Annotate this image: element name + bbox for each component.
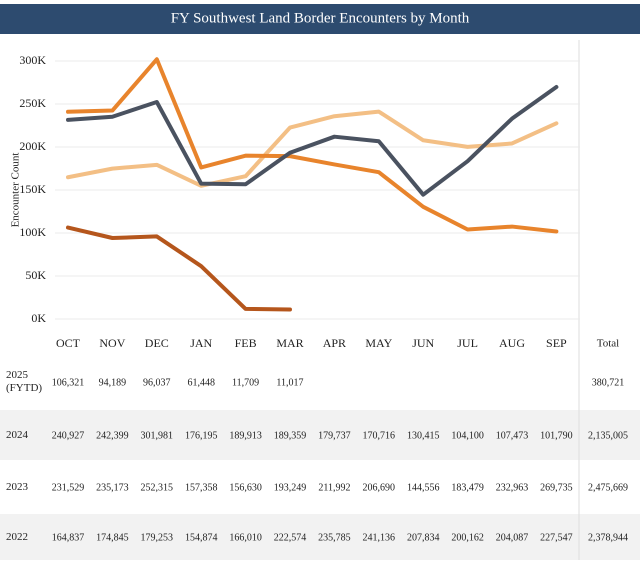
cell-value: 207,834 bbox=[407, 532, 440, 543]
cell-value: 241,136 bbox=[363, 532, 396, 543]
row-label-box: 2025 (FYTD) bbox=[6, 369, 43, 394]
cell-value: 179,737 bbox=[318, 430, 351, 441]
cell-value: 164,837 bbox=[52, 532, 85, 543]
series-line bbox=[66, 85, 559, 197]
cell-value: 157,358 bbox=[185, 482, 218, 493]
cell-value: 176,195 bbox=[185, 430, 218, 441]
cell-value: 227,547 bbox=[540, 532, 573, 543]
cell-value: 232,963 bbox=[496, 482, 529, 493]
cell-value: 166,010 bbox=[229, 532, 262, 543]
cell-value: 206,690 bbox=[363, 482, 396, 493]
row-label-box: 2024 bbox=[6, 429, 28, 441]
cell-value: 101,790 bbox=[540, 430, 573, 441]
series-line bbox=[66, 57, 559, 234]
cell-value: 130,415 bbox=[407, 430, 440, 441]
cell-value: 11,709 bbox=[232, 377, 259, 388]
cell-value: 189,359 bbox=[274, 430, 307, 441]
cell-value: 189,913 bbox=[229, 430, 262, 441]
y-tick-label: 250K bbox=[19, 96, 46, 110]
row-bg bbox=[0, 410, 640, 460]
x-tick-label: APR bbox=[323, 336, 346, 350]
cell-value: 174,845 bbox=[96, 532, 129, 543]
row-label: 2024 bbox=[6, 429, 28, 441]
row-label: 2023 bbox=[6, 481, 28, 493]
y-tick-label: 200K bbox=[19, 139, 46, 153]
x-tick-label: SEP bbox=[546, 336, 567, 350]
cell-total: 380,721 bbox=[592, 377, 625, 388]
x-tick-label: AUG bbox=[499, 336, 525, 350]
x-tick-label: MAY bbox=[365, 336, 392, 350]
cell-value: 144,556 bbox=[407, 482, 440, 493]
cell-value: 104,100 bbox=[451, 430, 484, 441]
x-tick-label: JUN bbox=[412, 336, 434, 350]
series-line bbox=[66, 225, 292, 312]
chart-title: FY Southwest Land Border Encounters by M… bbox=[171, 10, 470, 26]
y-tick-label: 100K bbox=[19, 225, 46, 239]
row-bg bbox=[0, 358, 640, 408]
y-axis-title: Encounter Count bbox=[10, 153, 22, 228]
cell-value: 107,473 bbox=[496, 430, 529, 441]
cell-total: 2,135,005 bbox=[588, 430, 628, 441]
cell-value: 231,529 bbox=[52, 482, 85, 493]
y-tick-label: 300K bbox=[19, 53, 46, 67]
row-bg bbox=[0, 462, 640, 512]
x-tick-label: JUL bbox=[457, 336, 478, 350]
y-tick-label: 50K bbox=[25, 268, 46, 282]
cell-total: 2,378,944 bbox=[588, 532, 628, 543]
cell-value: 242,399 bbox=[96, 430, 129, 441]
cell-value: 193,249 bbox=[274, 482, 307, 493]
cell-value: 156,630 bbox=[229, 482, 262, 493]
cell-value: 240,927 bbox=[52, 430, 85, 441]
row-label: 2025 (FYTD) bbox=[6, 369, 43, 394]
row-label: 2022 bbox=[6, 531, 28, 543]
title-bar bbox=[0, 4, 640, 34]
cell-value: 211,992 bbox=[318, 482, 350, 493]
cell-value: 200,162 bbox=[451, 532, 484, 543]
x-tick-label: OCT bbox=[56, 336, 81, 350]
cell-value: 179,253 bbox=[141, 532, 174, 543]
cell-value: 235,173 bbox=[96, 482, 129, 493]
cell-value: 94,189 bbox=[99, 377, 127, 388]
row-label-box: 2022 bbox=[6, 531, 28, 543]
cell-value: 222,574 bbox=[274, 532, 307, 543]
row-label-box: 2023 bbox=[6, 481, 28, 493]
row-bg bbox=[0, 514, 640, 560]
cell-value: 96,037 bbox=[143, 377, 171, 388]
cell-value: 11,017 bbox=[276, 377, 303, 388]
cell-value: 235,785 bbox=[318, 532, 351, 543]
series-line bbox=[66, 109, 559, 188]
x-tick-label: DEC bbox=[145, 336, 169, 350]
x-tick-label: JAN bbox=[190, 336, 212, 350]
cell-value: 170,716 bbox=[363, 430, 396, 441]
cell-value: 183,479 bbox=[451, 482, 484, 493]
y-tick-label: 150K bbox=[19, 182, 46, 196]
x-tick-label: FEB bbox=[235, 336, 257, 350]
cell-value: 301,981 bbox=[141, 430, 174, 441]
x-tick-label: MAR bbox=[276, 336, 303, 350]
cell-value: 204,087 bbox=[496, 532, 529, 543]
cell-value: 252,315 bbox=[141, 482, 174, 493]
cell-value: 154,874 bbox=[185, 532, 218, 543]
cell-value: 106,321 bbox=[52, 377, 85, 388]
cell-value: 61,448 bbox=[187, 377, 215, 388]
cell-total: 2,475,669 bbox=[588, 482, 628, 493]
cell-value: 269,735 bbox=[540, 482, 573, 493]
y-tick-label: 0K bbox=[31, 311, 46, 325]
total-header: Total bbox=[597, 338, 619, 350]
x-tick-label: NOV bbox=[99, 336, 125, 350]
